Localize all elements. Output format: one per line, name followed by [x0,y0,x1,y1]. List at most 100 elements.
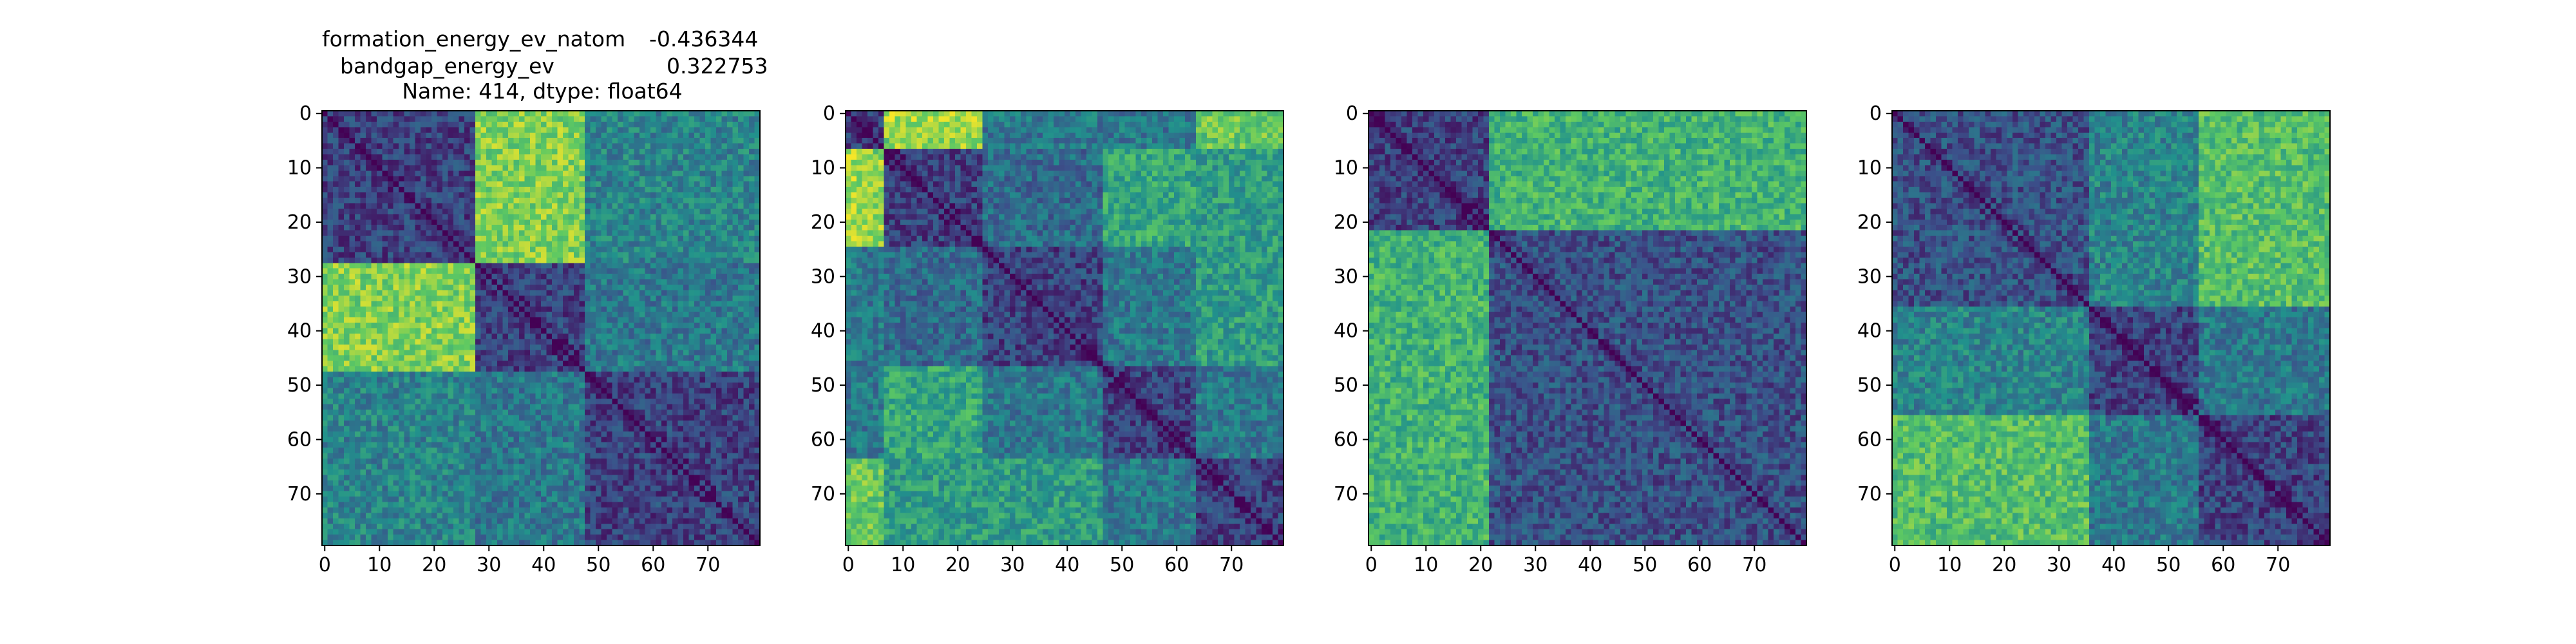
heatmap-cell [442,111,448,117]
heatmap-cell [360,301,366,307]
heatmap-cell [366,138,372,144]
heatmap-cell [382,410,388,415]
heatmap-cell [716,274,722,279]
heatmap-cell [327,170,334,176]
heatmap-cell [415,415,421,421]
heatmap-cell [513,149,520,155]
heatmap-cell [502,208,509,214]
heatmap-cell [552,426,558,432]
heatmap-cell [415,192,421,198]
heatmap-cell [557,236,564,242]
heatmap-cell [437,241,443,247]
heatmap-cell [415,295,421,301]
heatmap-cell [431,361,437,366]
heatmap-cell [667,339,673,345]
heatmap-cell [344,241,350,247]
heatmap-cell [541,290,547,296]
heatmap-cell [491,301,498,307]
heatmap-cell [404,366,410,372]
heatmap-cell [399,198,404,204]
heatmap-cell [732,339,739,345]
heatmap-cell [459,263,465,269]
heatmap-cell [508,382,514,388]
heatmap-cell [448,143,454,149]
heatmap-cell [541,285,547,290]
heatmap-cell [415,442,421,448]
heatmap-cell [393,410,399,415]
heatmap-cell [552,252,558,258]
heatmap-cell [585,268,591,274]
heatmap-cell [618,187,623,193]
heatmap-cell [563,111,569,117]
heatmap-cell [607,241,612,247]
heatmap-cell [754,192,761,198]
heatmap-cell [442,306,448,312]
heatmap-cell [442,165,448,171]
heatmap-cell [464,404,470,410]
heatmap-cell [607,388,612,394]
heatmap-cell [338,388,345,394]
heatmap-cell [667,306,673,312]
heatmap-cell [327,355,334,361]
heatmap-cell [629,355,634,361]
heatmap-cell [645,198,651,204]
heatmap-cell [601,355,607,361]
heatmap-cell [601,372,607,377]
heatmap-cell [338,279,345,285]
heatmap-cell [437,415,443,421]
heatmap-cell [661,306,667,312]
heatmap-cell [502,388,509,394]
heatmap-cell [645,328,651,334]
heatmap-cell [743,333,750,339]
heatmap-cell [377,399,383,404]
heatmap-cell [688,295,695,301]
heatmap-cell [366,279,372,285]
heatmap-cell [645,236,651,242]
heatmap-cell [568,323,574,328]
heatmap-cell [618,399,623,404]
heatmap-cell [442,187,448,193]
heatmap-cell [491,138,498,144]
heatmap-cell [491,317,498,323]
heatmap-cell [371,361,377,366]
heatmap-cell [683,317,689,323]
heatmap-cell [732,328,739,334]
heatmap-cell [366,257,372,263]
heatmap-cell [639,301,645,307]
heatmap-cell [535,268,542,274]
heatmap-cell [415,165,421,171]
heatmap-cell [645,393,651,399]
heatmap-cell [453,143,459,149]
heatmap-cell [546,372,553,377]
heatmap-cell [557,344,564,350]
heatmap-cell [322,192,328,198]
heatmap-cell [519,149,525,155]
heatmap-cell [612,355,618,361]
heatmap-cell [355,426,361,432]
heatmap-cell [371,420,377,426]
heatmap-cell [393,236,399,242]
heatmap-cell [634,437,640,443]
heatmap-cell [716,404,722,410]
heatmap-cell [623,149,629,155]
heatmap-cell [579,420,585,426]
heatmap-cell [585,246,591,252]
heatmap-cell [699,306,706,312]
heatmap-cell [629,426,634,432]
heatmap-cell [530,366,536,372]
heatmap-cell [355,350,361,356]
heatmap-cell [727,170,733,176]
heatmap-cell [563,138,569,144]
heatmap-cell [552,323,558,328]
heatmap-cell [585,143,591,149]
heatmap-cell [524,344,531,350]
heatmap-cell [355,116,361,122]
heatmap-cell [623,377,629,383]
heatmap-cell [377,431,383,437]
heatmap-cell [754,323,761,328]
heatmap-cell [415,388,421,394]
heatmap-cell [754,116,761,122]
heatmap-cell [738,366,744,372]
heatmap-cell [426,301,432,307]
heatmap-cell [519,290,525,296]
